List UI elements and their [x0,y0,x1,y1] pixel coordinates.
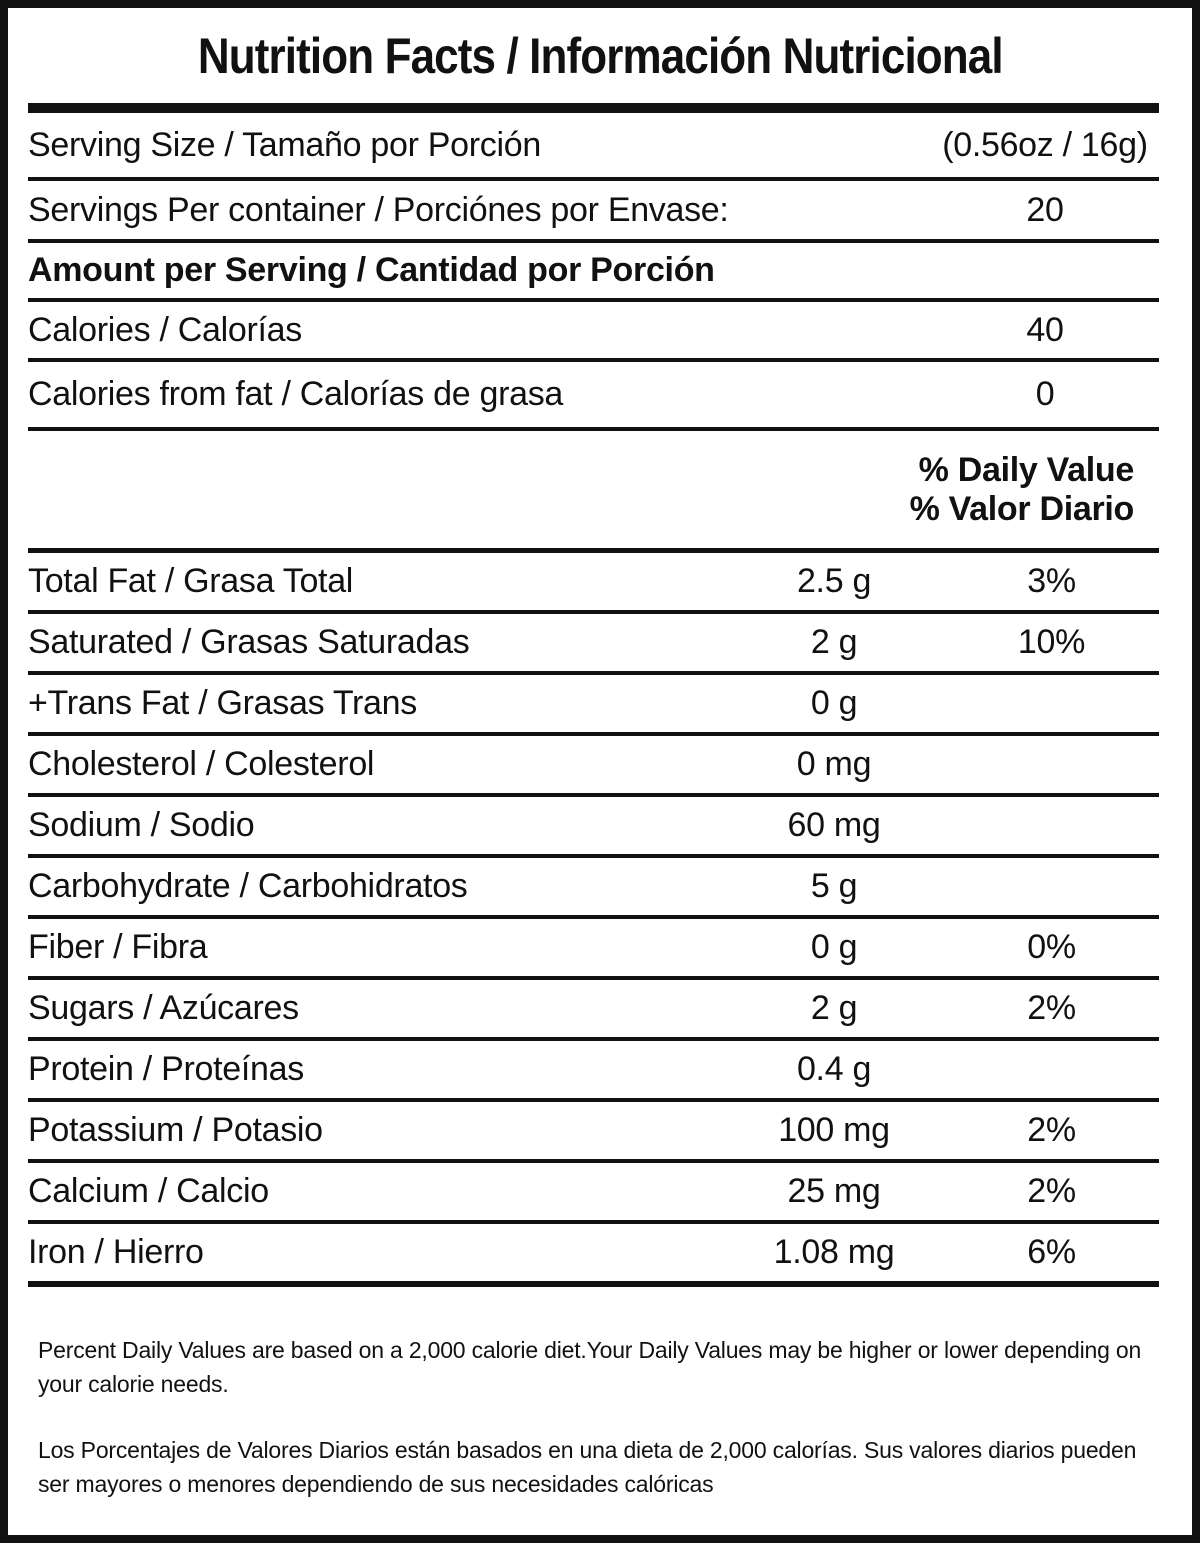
nutrient-row-cholesterol: Cholesterol / Colesterol 0 mg [28,736,1159,797]
nutrient-amount: 100 mg [778,1111,890,1149]
nutrient-label: +Trans Fat / Grasas Trans [28,684,417,722]
nutrient-label: Cholesterol / Colesterol [28,745,375,783]
nutrient-amount: 2.5 g [796,562,872,600]
nutrient-dv: 0% [1027,928,1076,966]
nutrient-label: Fiber / Fibra [28,928,208,966]
nutrient-label: Sodium / Sodio [28,806,255,844]
nutrient-dv: 2% [1027,989,1076,1027]
label-title: Nutrition Facts / Información Nutriciona… [197,27,1004,84]
nutrient-label: Iron / Hierro [28,1233,204,1271]
nutrient-amount: 0 g [810,928,858,966]
nutrient-row-fiber: Fiber / Fibra 0 g 0% [28,919,1159,980]
daily-value-header-en: % Daily Value [918,450,1135,489]
calories-value: 40 [1026,310,1064,349]
nutrient-row-trans-fat: +Trans Fat / Grasas Trans 0 g [28,675,1159,736]
servings-per-container-row: Servings Per container / Porciónes por E… [28,181,1159,243]
nutrient-dv: 10% [1017,623,1086,661]
amount-per-serving-header: Amount per Serving / Cantidad por Porció… [28,251,715,289]
nutrient-amount: 1.08 mg [773,1233,895,1271]
nutrient-label: Sugars / Azúcares [28,989,299,1027]
nutrient-amount: 25 mg [787,1172,881,1210]
servings-per-container-label: Servings Per container / Porciónes por E… [28,190,729,229]
footnotes: Percent Daily Values are based on a 2,00… [8,1287,1192,1501]
daily-value-header: % Daily Value % Valor Diario [28,431,1159,553]
nutrient-row-sodium: Sodium / Sodio 60 mg [28,797,1159,858]
title-block: Nutrition Facts / Información Nutriciona… [8,8,1192,103]
nutrient-row-iron: Iron / Hierro 1.08 mg 6% [28,1224,1159,1287]
footnote-english: Percent Daily Values are based on a 2,00… [38,1337,1142,1397]
nutrient-amount: 2 g [810,623,858,661]
nutrient-amount: 5 g [810,867,858,905]
nutrient-row-carbohydrate: Carbohydrate / Carbohidratos 5 g [28,858,1159,919]
nutrient-amount: 0 g [810,684,858,722]
nutrient-label: Saturated / Grasas Saturadas [28,623,470,661]
nutrient-row-protein: Protein / Proteínas 0.4 g [28,1041,1159,1102]
serving-size-label: Serving Size / Tamaño por Porción [28,125,541,164]
servings-per-container-value: 20 [1026,190,1064,229]
calories-from-fat-value: 0 [1035,375,1055,413]
title-separator-bar [28,103,1159,113]
serving-size-value: (0.56oz / 16g) [942,125,1148,164]
nutrient-amount: 2 g [810,989,858,1027]
footnote-spanish: Los Porcentajes de Valores Diarios están… [38,1437,1137,1497]
facts-table: Serving Size / Tamaño por Porción (0.56o… [28,113,1159,1287]
calories-row: Calories / Calorías 40 [28,302,1159,362]
nutrient-label: Calcium / Calcio [28,1172,269,1210]
nutrient-amount: 0.4 g [796,1050,872,1088]
nutrient-label: Total Fat / Grasa Total [28,562,354,600]
nutrient-label: Carbohydrate / Carbohidratos [28,867,468,905]
nutrient-dv: 2% [1027,1111,1076,1149]
daily-value-header-es: % Valor Diario [909,489,1135,528]
amount-per-serving-header-row: Amount per Serving / Cantidad por Porció… [28,243,1159,302]
serving-size-row: Serving Size / Tamaño por Porción (0.56o… [28,113,1159,181]
nutrient-amount: 0 mg [796,745,872,783]
calories-from-fat-row: Calories from fat / Calorías de grasa 0 [28,362,1159,431]
calories-label: Calories / Calorías [28,310,302,349]
nutrient-row-potassium: Potassium / Potasio 100 mg 2% [28,1102,1159,1163]
nutrient-row-saturated-fat: Saturated / Grasas Saturadas 2 g 10% [28,614,1159,675]
nutrient-row-total-fat: Total Fat / Grasa Total 2.5 g 3% [28,553,1159,614]
nutrient-amount: 60 mg [787,806,881,844]
nutrient-dv: 6% [1027,1233,1076,1271]
nutrient-dv: 2% [1027,1172,1076,1210]
nutrient-row-calcium: Calcium / Calcio 25 mg 2% [28,1163,1159,1224]
nutrient-label: Potassium / Potasio [28,1111,323,1149]
nutrient-label: Protein / Proteínas [28,1050,304,1088]
nutrient-dv: 3% [1027,562,1076,600]
nutrient-row-sugars: Sugars / Azúcares 2 g 2% [28,980,1159,1041]
calories-from-fat-label: Calories from fat / Calorías de grasa [28,375,564,413]
